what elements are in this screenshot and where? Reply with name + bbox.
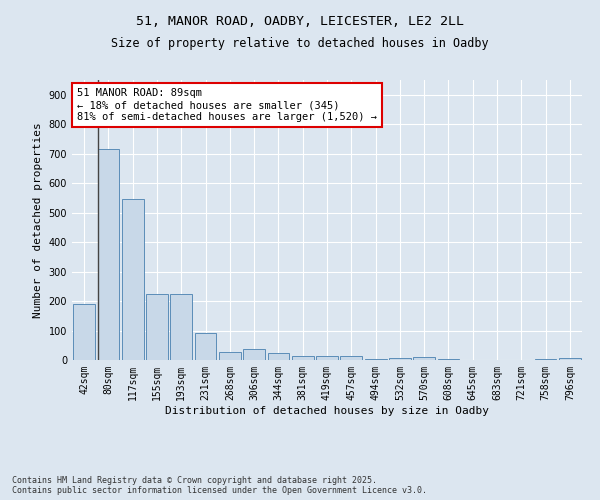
Y-axis label: Number of detached properties: Number of detached properties: [33, 122, 43, 318]
Bar: [97, 150, 119, 360]
X-axis label: Distribution of detached houses by size in Oadby: Distribution of detached houses by size …: [165, 406, 489, 415]
Bar: [316, 356, 338, 360]
Text: 51 MANOR ROAD: 89sqm
← 18% of detached houses are smaller (345)
81% of semi-deta: 51 MANOR ROAD: 89sqm ← 18% of detached h…: [77, 88, 377, 122]
Bar: [219, 352, 241, 360]
Bar: [389, 358, 411, 360]
Bar: [413, 357, 435, 360]
Bar: [243, 349, 265, 360]
Bar: [73, 304, 95, 360]
Bar: [437, 358, 460, 360]
Text: Size of property relative to detached houses in Oadby: Size of property relative to detached ho…: [111, 38, 489, 51]
Bar: [268, 352, 289, 360]
Text: Contains HM Land Registry data © Crown copyright and database right 2025.
Contai: Contains HM Land Registry data © Crown c…: [12, 476, 427, 495]
Bar: [122, 200, 143, 360]
Bar: [365, 359, 386, 360]
Bar: [194, 334, 217, 360]
Bar: [340, 356, 362, 360]
Bar: [559, 358, 581, 360]
Bar: [292, 356, 314, 360]
Bar: [146, 294, 168, 360]
Bar: [535, 359, 556, 360]
Text: 51, MANOR ROAD, OADBY, LEICESTER, LE2 2LL: 51, MANOR ROAD, OADBY, LEICESTER, LE2 2L…: [136, 15, 464, 28]
Bar: [170, 294, 192, 360]
